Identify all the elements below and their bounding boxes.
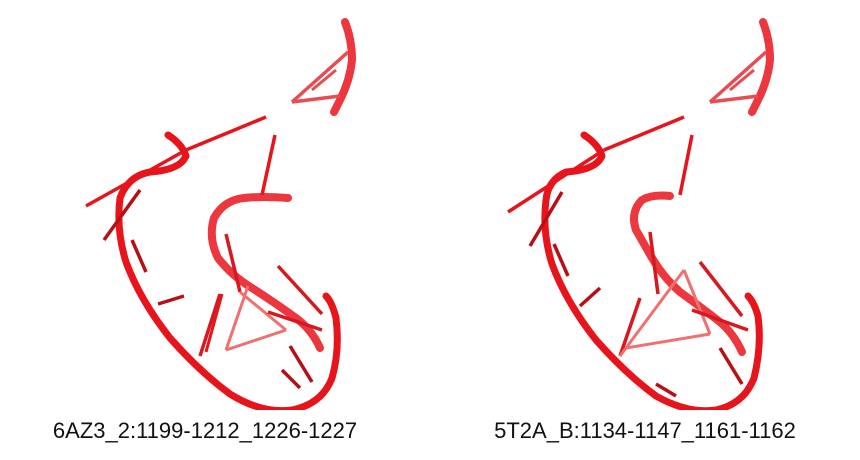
base-stick: [691, 308, 749, 332]
base-stick: [198, 293, 222, 357]
base-stick: [708, 50, 768, 104]
base-stick: [698, 260, 744, 318]
base-stick: [718, 347, 744, 385]
base-stick: [603, 115, 685, 152]
base-stick: [225, 328, 287, 352]
backbone-inner-strand: [207, 193, 324, 352]
base-stick: [709, 94, 759, 104]
base-stick: [578, 286, 602, 308]
base-stick: [185, 115, 267, 152]
backbone-inner-strand: [630, 191, 746, 356]
rna-cartoon-5t2a: [507, 18, 775, 410]
base-stick: [648, 231, 660, 295]
base-stick: [157, 294, 185, 306]
base-stick: [102, 188, 142, 242]
base-stick: [625, 332, 711, 350]
base-stick: [130, 239, 148, 273]
base-stick: [288, 345, 314, 383]
base-stick: [276, 264, 324, 316]
backbone-top-segment: [330, 18, 357, 116]
base-stick: [678, 134, 694, 196]
structure-label: 5T2A_B:1134-1147_1161-1162: [494, 418, 796, 443]
base-stick: [239, 290, 287, 332]
base-stick: [528, 191, 564, 247]
base-stick: [618, 297, 642, 357]
structure-label: 6AZ3_2:1199-1212_1226-1227: [52, 418, 358, 443]
base-stick: [204, 293, 224, 353]
structure-panel-left: 6AZ3_2:1199-1212_1226-1227: [52, 18, 358, 443]
base-stick: [291, 94, 341, 104]
base-stick: [552, 243, 570, 277]
structure-panel-right: 5T2A_B:1134-1147_1161-1162: [430, 0, 860, 460]
base-stick: [311, 68, 337, 92]
base-stick: [267, 310, 323, 332]
base-stick: [655, 382, 677, 398]
base-stick: [618, 269, 686, 357]
base-stick: [224, 233, 242, 293]
backbone-outer-loop: [541, 131, 763, 410]
base-stick: [280, 368, 302, 390]
base-stick: [260, 134, 277, 196]
base-stick: [290, 50, 350, 104]
base-stick: [224, 285, 250, 351]
rna-cartoon-6az3: [85, 18, 357, 410]
base-stick: [682, 269, 712, 335]
base-stick: [729, 68, 755, 92]
backbone-top-segment: [748, 18, 775, 116]
backbone-outer-loop: [115, 131, 341, 410]
